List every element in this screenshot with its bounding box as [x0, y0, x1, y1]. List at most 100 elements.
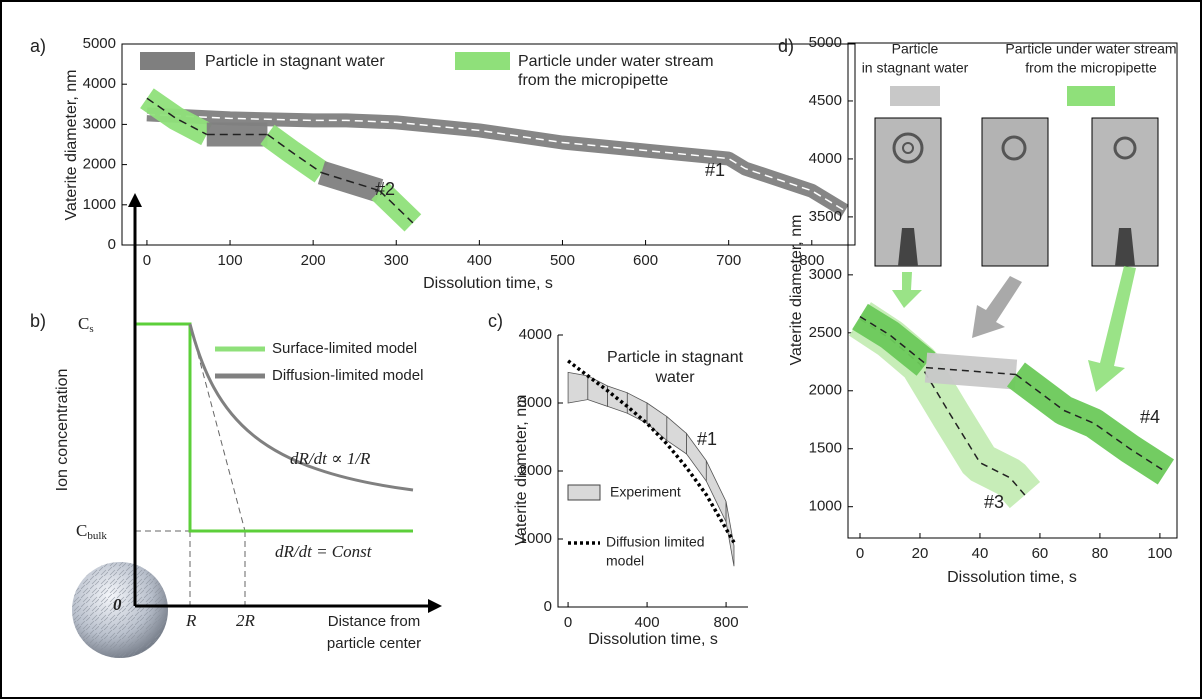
center-line — [925, 366, 1017, 376]
y-tick-label: 2500 — [809, 324, 842, 341]
x-tick-label: 20 — [912, 545, 929, 562]
x-tick-label: 0 — [564, 614, 572, 631]
legend-label: Experiment — [610, 484, 681, 500]
pipette — [898, 228, 918, 266]
center-line — [146, 97, 208, 136]
y-tick-label: 4500 — [809, 92, 842, 109]
axes — [557, 335, 748, 608]
x-label: particle center — [327, 635, 421, 652]
x-tick-label: 0 — [856, 545, 864, 562]
legend-swatch — [1067, 86, 1115, 106]
legend-label: in stagnant water — [862, 60, 969, 76]
y-tick-label: 1000 — [809, 498, 842, 515]
x-tick-label: 200 — [301, 252, 326, 269]
panel-label: a) — [30, 36, 46, 56]
chart-title: water — [654, 369, 695, 386]
x-tick-label: 700 — [716, 252, 741, 269]
c-s: Cs — [78, 314, 94, 335]
legend-label: Particle under water stream — [518, 53, 714, 70]
arrow — [428, 599, 442, 613]
legend-swatch — [567, 484, 601, 501]
plot-frame — [847, 42, 1178, 539]
x-axis-label: Dissolution time, s — [423, 275, 553, 292]
legend-label: Particle under water stream — [1005, 41, 1176, 57]
legend-label: model — [606, 553, 644, 569]
y-tick-label: 5000 — [83, 35, 116, 52]
y-tick-label: 4000 — [83, 75, 116, 92]
y-label: Ion concentration — [54, 369, 71, 492]
symbol: C — [76, 521, 87, 540]
diffusion-curve — [188, 323, 414, 492]
panel-label: b) — [30, 311, 46, 331]
symbol: C — [78, 314, 89, 333]
micrographs — [874, 117, 1159, 392]
y-axis-label: Vaterite diameter, nm — [63, 70, 80, 221]
y-tick-label: 3000 — [519, 394, 552, 411]
x-tick-label: 80 — [1092, 545, 1109, 562]
x-tick-label: 400 — [635, 614, 660, 631]
x-tick-label: 800 — [799, 252, 824, 269]
pipette — [1115, 228, 1135, 266]
annotation: dR/dt = Const — [275, 542, 373, 561]
chart-panel: d) Dissolution time, s Vaterite diameter, … — [778, 34, 1178, 586]
y-axis-label: Vaterite diameter, nm — [788, 215, 805, 366]
x-tick-label: 500 — [550, 252, 575, 269]
y-tick-label: 1000 — [83, 196, 116, 213]
center-line — [859, 318, 1026, 496]
series-label: #4 — [1140, 407, 1160, 427]
y-tick-label: 0 — [544, 598, 552, 615]
particle-texture — [72, 562, 168, 658]
annotation: dR/dt ∝ 1/R — [290, 449, 371, 468]
legend-label: from the micropipette — [1025, 60, 1157, 76]
y-tick-label: 1500 — [809, 440, 842, 457]
center-line — [379, 190, 414, 224]
y-tick-label: 5000 — [809, 34, 842, 51]
micrograph — [981, 117, 1049, 267]
y-axis-label: Vaterite diameter, nm — [513, 395, 530, 546]
x-tick-label: 40 — [972, 545, 989, 562]
particle-image — [1001, 135, 1027, 161]
y-tick-label: 1000 — [519, 530, 552, 547]
x-axis-label: Dissolution time, s — [588, 631, 718, 648]
legend-label: Particle — [892, 41, 939, 57]
subscript: s — [89, 323, 93, 335]
band — [567, 371, 589, 404]
legend-swatch — [890, 86, 940, 106]
series-label: #3 — [984, 492, 1004, 512]
legend-swatch — [140, 52, 195, 70]
plot-frame — [121, 43, 856, 246]
y-tick-label: 2000 — [519, 462, 552, 479]
arrow — [128, 193, 142, 207]
center-line — [567, 359, 736, 544]
y-tick-label: 4000 — [519, 326, 552, 343]
panel-label: c) — [488, 311, 503, 331]
series-label: #1 — [697, 429, 717, 449]
panel-label: d) — [778, 36, 794, 56]
x-tick-label: 60 — [1032, 545, 1049, 562]
r-label: 2R — [236, 611, 256, 630]
center-line — [321, 171, 380, 192]
center-line — [266, 133, 322, 174]
x-tick-label: 800 — [714, 614, 739, 631]
schematic: b) Surface-limited model Diffusion-limit… — [30, 193, 442, 658]
chart-panel: c) Dissolution time, s Vaterite diameter, … — [488, 311, 748, 648]
arrow — [892, 272, 922, 308]
r-label: R — [185, 611, 197, 630]
legend-label: Diffusion limited — [606, 534, 705, 550]
series-label: #2 — [375, 179, 395, 199]
legend-label: Particle in stagnant water — [205, 53, 385, 70]
legend-label: from the micropipette — [518, 72, 668, 89]
origin: 0 — [113, 595, 122, 614]
y-tick-label: 3000 — [83, 115, 116, 132]
x-axis-label: Dissolution time, s — [947, 569, 1077, 586]
chart-panel: a) Dissolution time, s Vaterite diameter, … — [30, 35, 856, 292]
y-tick-label: 3000 — [809, 266, 842, 283]
x-tick-label: 100 — [218, 252, 243, 269]
subscript: bulk — [87, 530, 107, 542]
legend-label: Diffusion-limited model — [272, 367, 423, 384]
x-tick-label: 600 — [633, 252, 658, 269]
y-tick-label: 2000 — [83, 156, 116, 173]
y-tick-label: 3500 — [809, 208, 842, 225]
